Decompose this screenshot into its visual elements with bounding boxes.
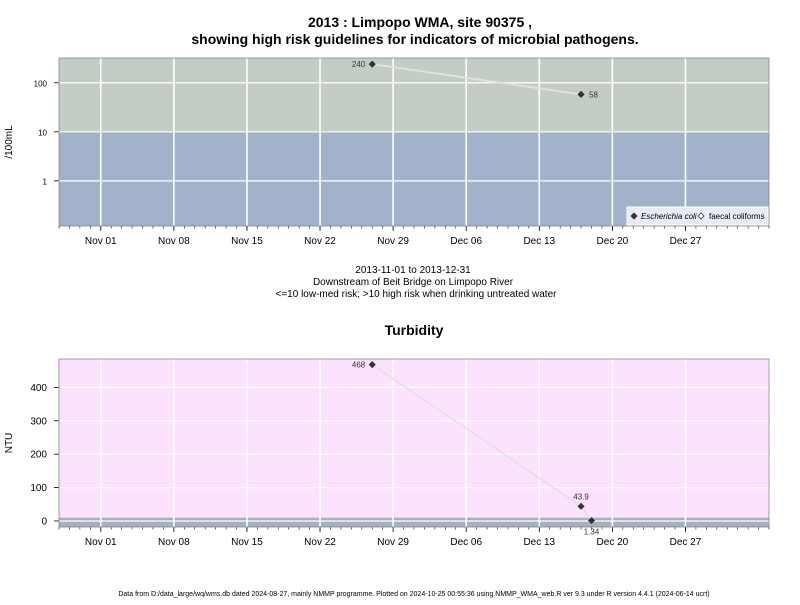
- y-tick-label: 10: [38, 128, 47, 137]
- x-tick-label: Nov 01: [85, 537, 117, 548]
- high-risk-band: [59, 58, 769, 132]
- x-tick-label: Dec 27: [670, 537, 702, 548]
- low-risk-band: [59, 517, 769, 527]
- data-point: [577, 90, 585, 98]
- x-tick-label: Dec 20: [597, 236, 629, 247]
- x-tick-label: Nov 15: [231, 236, 263, 247]
- chart-title-line2: showing high risk guidelines for indicat…: [191, 31, 638, 47]
- x-tick-label: Nov 01: [85, 236, 117, 247]
- legend-label: Escherichia coli: [641, 212, 697, 221]
- data-point: [577, 502, 585, 510]
- footer-note: Data from D:/data_large/wq/wms.db dated …: [118, 591, 709, 598]
- data-label: 468: [352, 361, 366, 370]
- legend-label: faecal coliforms: [709, 212, 765, 221]
- x-tick-label: Nov 29: [377, 537, 409, 548]
- microbial-panel: Nov 01 Nov 08 Nov 15 Nov 22 Nov 29 Dec 06 Dec …: [4, 57, 770, 247]
- data-label: 58: [589, 90, 598, 99]
- subtitle-risk-guideline: <=10 low-med risk; >10 high risk when dr…: [276, 289, 558, 300]
- series-line: [372, 63, 582, 96]
- y-tick-label: 1: [43, 177, 48, 186]
- subtitle-date-range: 2013-11-01 to 2013-12-31: [355, 265, 471, 276]
- y-tick-label: 100: [30, 483, 47, 494]
- turbidity-panel: Nov 01 Nov 08 Nov 15 Nov 22 Nov 29 Dec 06 Dec …: [4, 358, 770, 548]
- x-tick-label: Nov 22: [304, 537, 336, 548]
- x-tick-label: Nov 08: [158, 537, 190, 548]
- high-risk-band: [59, 359, 769, 518]
- legend: Escherichia coli faecal coliforms: [626, 206, 769, 226]
- x-tick-label: Dec 06: [450, 537, 482, 548]
- plot-frame: [58, 358, 770, 528]
- x-tick-label: Nov 29: [377, 236, 409, 247]
- x-tick-label: Dec 13: [523, 537, 555, 548]
- x-tick-label: Dec 13: [523, 236, 555, 247]
- data-point: [368, 60, 376, 68]
- legend-marker-filled: [630, 212, 638, 220]
- chart-title-line1: 2013 : Limpopo WMA, site 90375 ,: [308, 14, 532, 30]
- x-tick-label: Dec 06: [450, 236, 482, 247]
- x-tick-label: Nov 22: [304, 236, 336, 247]
- data-label: 240: [352, 60, 366, 69]
- plot-frame: [58, 57, 770, 227]
- y-tick-label: 300: [30, 416, 47, 427]
- x-tick-label: Dec 27: [670, 236, 702, 247]
- y-tick-label: 200: [30, 450, 47, 461]
- x-tick-label: Nov 08: [158, 236, 190, 247]
- y-tick-label: 400: [30, 383, 47, 394]
- y-tick-label: 100: [34, 79, 48, 88]
- y-tick-label: 0: [41, 516, 47, 527]
- x-tick-label: Dec 20: [597, 537, 629, 548]
- data-label: 1.34: [584, 528, 600, 537]
- x-tick-label: Nov 15: [231, 537, 263, 548]
- legend-marker-open: [697, 212, 705, 220]
- data-point: [368, 361, 376, 369]
- y-axis-label: NTU: [4, 433, 15, 454]
- subtitle-site-description: Downstream of Beit Bridge on Limpopo Riv…: [313, 277, 514, 288]
- data-point: [587, 516, 596, 525]
- y-axis-label: /100mL: [4, 125, 15, 159]
- turbidity-title: Turbidity: [385, 322, 444, 338]
- data-label: 43.9: [573, 492, 589, 501]
